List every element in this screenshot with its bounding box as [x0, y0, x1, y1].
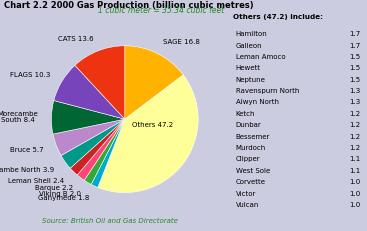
Text: CATS 13.6: CATS 13.6 — [58, 36, 93, 42]
Text: Source: British Oil and Gas Directorate: Source: British Oil and Gas Directorate — [42, 218, 178, 224]
Wedge shape — [70, 119, 125, 175]
Text: 1.0: 1.0 — [349, 202, 361, 208]
Text: 1.2: 1.2 — [350, 145, 361, 151]
Text: Morecambe
South 8.4: Morecambe South 8.4 — [0, 111, 38, 123]
Text: 1.0: 1.0 — [349, 179, 361, 185]
Text: Leman Amoco: Leman Amoco — [236, 54, 285, 60]
Text: Ravenspurn North: Ravenspurn North — [236, 88, 299, 94]
Text: Ganymede 1.8: Ganymede 1.8 — [37, 195, 89, 201]
Text: 1 cubic meter = 35.34 cubic feet: 1 cubic meter = 35.34 cubic feet — [98, 6, 224, 15]
Text: 1.7: 1.7 — [349, 31, 361, 37]
Wedge shape — [54, 65, 125, 119]
Text: 1.2: 1.2 — [350, 134, 361, 140]
Text: 1.5: 1.5 — [350, 65, 361, 71]
Wedge shape — [53, 119, 125, 155]
Wedge shape — [61, 119, 125, 168]
Text: 1.2: 1.2 — [350, 122, 361, 128]
Text: Murdoch: Murdoch — [236, 145, 266, 151]
Text: Neptune: Neptune — [236, 77, 266, 83]
Text: 1.5: 1.5 — [350, 77, 361, 83]
Wedge shape — [77, 119, 125, 180]
Text: SAGE 16.8: SAGE 16.8 — [163, 39, 200, 45]
Text: 1.7: 1.7 — [349, 43, 361, 49]
Text: 1.3: 1.3 — [349, 99, 361, 105]
Wedge shape — [91, 119, 125, 187]
Text: Clipper: Clipper — [236, 156, 260, 162]
Text: FLAGS 10.3: FLAGS 10.3 — [10, 72, 51, 78]
Text: 1.5: 1.5 — [350, 54, 361, 60]
Text: Others (47.2) include:: Others (47.2) include: — [233, 14, 323, 20]
Text: Galleon: Galleon — [236, 43, 262, 49]
Text: Ketch: Ketch — [236, 111, 255, 117]
Text: Dunbar: Dunbar — [236, 122, 261, 128]
Text: Chart 2.2 2000 Gas Production (billion cubic metres): Chart 2.2 2000 Gas Production (billion c… — [4, 1, 253, 10]
Text: Victor: Victor — [236, 191, 256, 197]
Text: Leman Shell 2.4: Leman Shell 2.4 — [8, 178, 64, 184]
Text: Hamilton: Hamilton — [236, 31, 268, 37]
Wedge shape — [98, 75, 198, 193]
Text: 1.1: 1.1 — [349, 168, 361, 174]
Text: 1.2: 1.2 — [350, 111, 361, 117]
Text: Vulcan: Vulcan — [236, 202, 259, 208]
Text: Bruce 5.7: Bruce 5.7 — [10, 147, 44, 153]
Text: 1.1: 1.1 — [349, 156, 361, 162]
Text: 1.0: 1.0 — [349, 191, 361, 197]
Text: Viking B 2.0: Viking B 2.0 — [39, 191, 81, 197]
Wedge shape — [125, 46, 184, 119]
Wedge shape — [51, 100, 125, 134]
Text: Others 47.2: Others 47.2 — [132, 122, 173, 128]
Wedge shape — [75, 46, 125, 119]
Text: Bessemer: Bessemer — [236, 134, 270, 140]
Text: Corvette: Corvette — [236, 179, 266, 185]
Text: Morecambe North 3.9: Morecambe North 3.9 — [0, 167, 55, 173]
Text: Alwyn North: Alwyn North — [236, 99, 279, 105]
Wedge shape — [84, 119, 125, 184]
Text: Hewett: Hewett — [236, 65, 261, 71]
Text: 1.3: 1.3 — [349, 88, 361, 94]
Text: West Sole: West Sole — [236, 168, 270, 174]
Text: Barque 2.2: Barque 2.2 — [34, 185, 73, 191]
